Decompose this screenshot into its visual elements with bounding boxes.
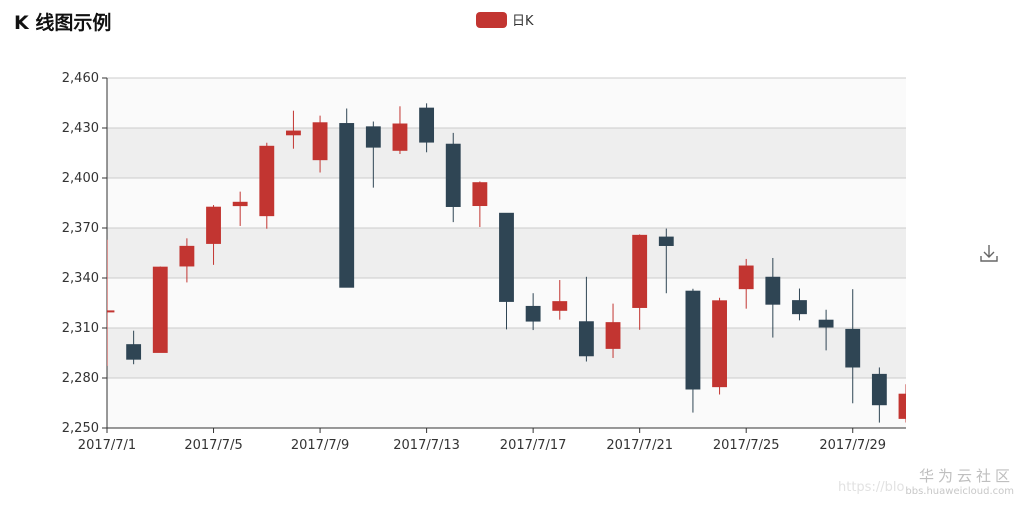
candle-body[interactable] bbox=[259, 145, 275, 217]
legend-label[interactable]: 日K bbox=[512, 14, 534, 29]
y-tick-label: 2,400 bbox=[62, 171, 99, 186]
candle-body[interactable] bbox=[605, 322, 621, 349]
x-tick-label: 2017/7/25 bbox=[713, 438, 780, 453]
y-tick-label: 2,280 bbox=[62, 371, 99, 386]
y-tick-label: 2,340 bbox=[62, 271, 99, 286]
candle-body[interactable] bbox=[685, 290, 701, 390]
candle-body[interactable] bbox=[818, 319, 834, 328]
candle-body[interactable] bbox=[578, 321, 594, 357]
x-tick-label: 2017/7/1 bbox=[78, 438, 136, 453]
candle-body[interactable] bbox=[312, 122, 328, 161]
grid-band bbox=[107, 328, 906, 378]
x-tick-label: 2017/7/9 bbox=[291, 438, 349, 453]
watermark-faint-url: https://blo bbox=[838, 480, 905, 495]
candle-body[interactable] bbox=[845, 328, 861, 368]
y-tick-label: 2,250 bbox=[62, 421, 99, 436]
candle-body[interactable] bbox=[100, 310, 115, 313]
candle-body[interactable] bbox=[472, 182, 488, 207]
candle-body[interactable] bbox=[232, 201, 248, 207]
candle-body[interactable] bbox=[765, 276, 781, 305]
candle-body[interactable] bbox=[365, 126, 381, 148]
grid-band bbox=[107, 78, 906, 128]
y-tick-label: 2,370 bbox=[62, 221, 99, 236]
candle-body[interactable] bbox=[445, 143, 461, 207]
legend[interactable]: 日K bbox=[476, 10, 534, 29]
candle-body[interactable] bbox=[552, 301, 568, 311]
watermark-cn: 华为云社区 bbox=[918, 467, 1014, 485]
candle-body[interactable] bbox=[712, 300, 727, 388]
candle-body[interactable] bbox=[126, 344, 142, 360]
candle-body[interactable] bbox=[525, 305, 541, 322]
candle-body[interactable] bbox=[286, 130, 301, 136]
candle-body[interactable] bbox=[179, 245, 195, 267]
x-tick-label: 2017/7/29 bbox=[819, 438, 886, 453]
watermark-url: bbs.huaweicloud.com bbox=[905, 486, 1014, 497]
grid-band bbox=[107, 128, 906, 178]
legend-swatch[interactable] bbox=[476, 11, 507, 28]
candle-body[interactable] bbox=[871, 373, 887, 406]
candle-body[interactable] bbox=[392, 123, 408, 151]
candle-body[interactable] bbox=[738, 265, 754, 290]
y-tick-label: 2,430 bbox=[62, 121, 99, 136]
candle-body[interactable] bbox=[898, 393, 913, 419]
x-tick-label: 2017/7/13 bbox=[393, 438, 460, 453]
candle-body[interactable] bbox=[658, 236, 674, 246]
watermark: 华为云社区 bbs.huaweicloud.com bbox=[905, 465, 1014, 497]
x-tick-label: 2017/7/21 bbox=[606, 438, 673, 453]
grid-band bbox=[107, 378, 906, 428]
download-icon[interactable] bbox=[978, 242, 1000, 264]
candle-body[interactable] bbox=[792, 300, 807, 315]
y-tick-label: 2,460 bbox=[62, 71, 99, 86]
chart-title: K 线图示例 bbox=[14, 12, 112, 34]
candles bbox=[100, 103, 913, 423]
x-tick-label: 2017/7/5 bbox=[184, 438, 242, 453]
candle-body[interactable] bbox=[206, 206, 221, 244]
candle-body[interactable] bbox=[152, 266, 168, 353]
y-tick-label: 2,310 bbox=[62, 321, 99, 336]
x-tick-label: 2017/7/17 bbox=[500, 438, 567, 453]
candle-body[interactable] bbox=[419, 107, 435, 143]
candle-body[interactable] bbox=[499, 212, 514, 302]
candle-body[interactable] bbox=[632, 234, 648, 308]
candle-body[interactable] bbox=[339, 123, 355, 288]
